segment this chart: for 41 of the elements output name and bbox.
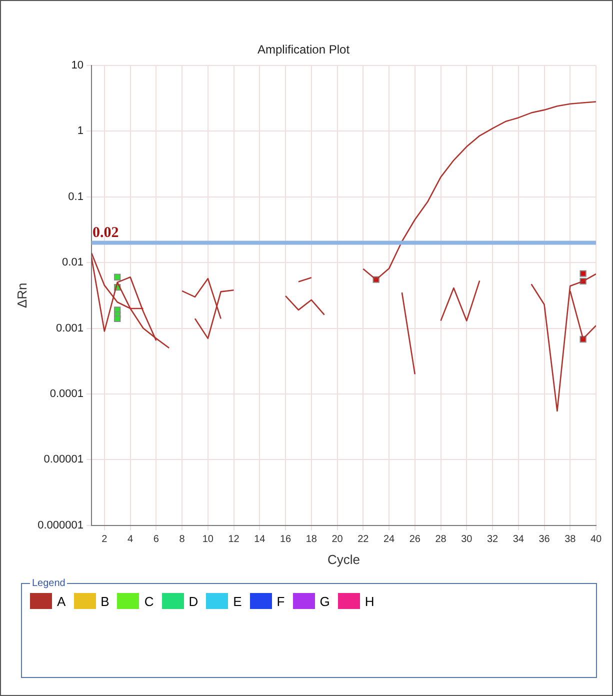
legend-label: G (320, 594, 330, 608)
legend-label: H (364, 594, 374, 608)
x-tick-label: 16 (280, 534, 292, 546)
chart-title: Amplification Plot (257, 42, 350, 57)
x-tick-label: 6 (153, 534, 160, 546)
legend-label: B (100, 594, 110, 608)
ref-line-label: 0.02 (92, 225, 119, 242)
x-tick-label: 2 (102, 534, 108, 546)
y-tick-label: 0.01 (62, 256, 84, 269)
x-tick-label: 8 (179, 534, 186, 546)
x-tick-label: 28 (435, 534, 447, 546)
x-tick-label: 14 (254, 534, 266, 546)
x-tick-label: 34 (512, 534, 524, 546)
x-tick-label: 20 (332, 534, 344, 546)
x-tick-label: 18 (306, 534, 318, 546)
y-tick-label: 0.001 (56, 322, 84, 334)
y-tick-label: 1 (77, 125, 84, 138)
legend-title: Legend (31, 578, 66, 589)
legend-label: E (233, 594, 242, 608)
x-tick-label: 30 (461, 534, 473, 546)
x-tick-label: 22 (358, 534, 370, 546)
x-tick-label: 12 (228, 534, 240, 546)
x-tick-label: 38 (564, 534, 576, 546)
x-tick-label: 10 (202, 534, 214, 546)
y-axis-title: ΔRn (14, 282, 30, 308)
legend-label: F (276, 594, 285, 608)
legend-label: C (144, 594, 154, 608)
legend-label: A (57, 594, 66, 608)
x-tick-label: 40 (590, 534, 602, 546)
y-tick-label: 0.000001 (38, 519, 84, 532)
y-tick-label: 10 (71, 59, 84, 72)
x-axis-title: Cycle (327, 552, 360, 567)
x-tick-label: 36 (538, 534, 550, 546)
legend-label: D (188, 594, 198, 608)
x-tick-label: 24 (383, 534, 396, 546)
x-tick-label: 4 (128, 534, 134, 546)
y-tick-label: 0.00001 (44, 454, 84, 466)
x-tick-label: 26 (409, 534, 421, 546)
y-tick-label: 0.0001 (50, 388, 84, 400)
x-tick-label: 32 (486, 534, 499, 546)
y-tick-label: 0.1 (68, 190, 84, 203)
